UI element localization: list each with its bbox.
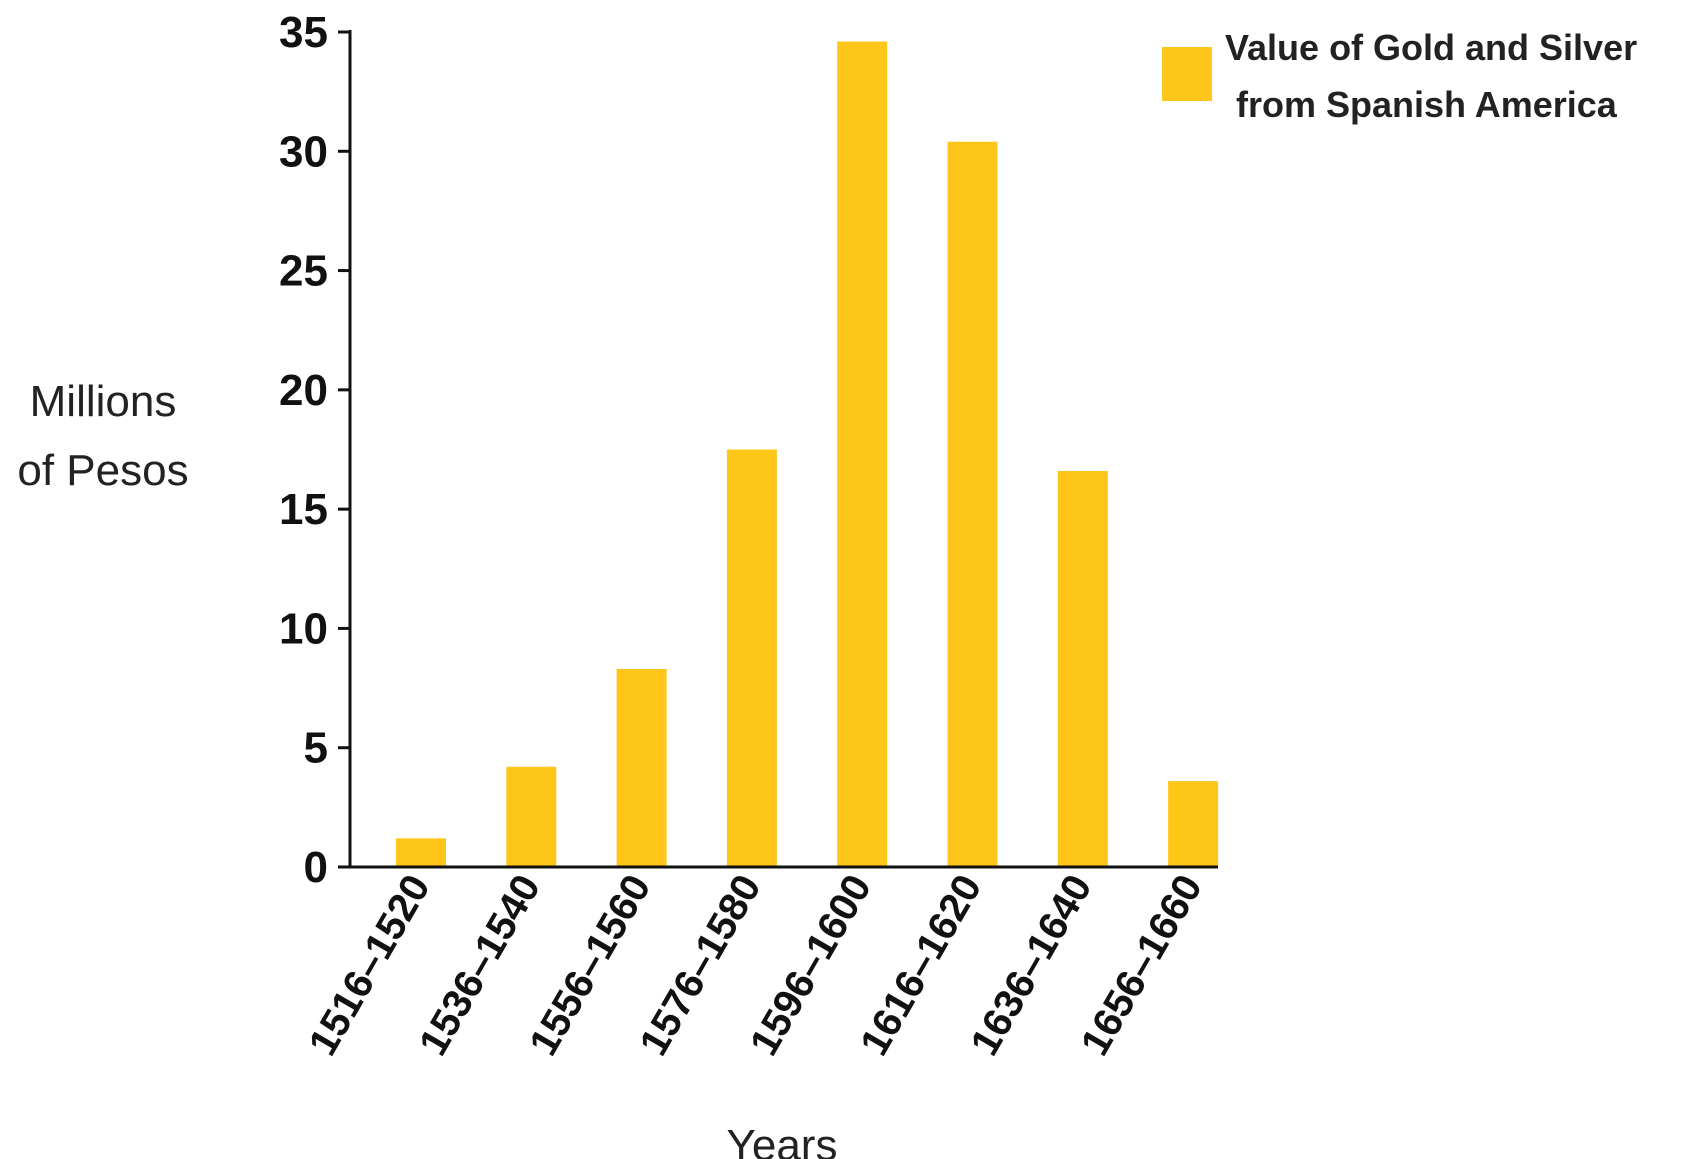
y-tick-label: 30: [279, 127, 328, 176]
y-axis-title-line-2: of Pesos: [17, 446, 188, 495]
legend-swatch: [1162, 47, 1212, 101]
bar: [1168, 781, 1219, 867]
bars-layer: [396, 41, 1219, 868]
legend: Value of Gold and Silver from Spanish Am…: [1162, 27, 1637, 125]
bar: [837, 41, 888, 868]
y-tick-label: 25: [279, 247, 328, 296]
y-axis-title-line-1: Millions: [30, 377, 177, 426]
bar: [947, 141, 998, 867]
legend-label-line-1: Value of Gold and Silver: [1225, 27, 1637, 68]
bar: [616, 668, 667, 867]
x-axis-title: Years: [727, 1121, 838, 1159]
bar: [726, 449, 777, 867]
y-tick-label: 0: [304, 843, 328, 892]
y-tick-label: 5: [304, 724, 328, 773]
y-tick-label: 20: [279, 366, 328, 415]
bar: [396, 838, 446, 867]
bar: [506, 766, 557, 867]
y-ticks-layer: 0 5 10 15 20 25 30 35: [279, 8, 350, 892]
x-tick-labels-layer: 1516–15201536–15401556–15601576–15801596…: [301, 867, 1211, 1062]
legend-label-line-2: from Spanish America: [1236, 84, 1618, 125]
y-tick-label: 35: [279, 8, 328, 57]
bar: [1057, 470, 1108, 867]
y-tick-label: 15: [279, 485, 328, 534]
axes-layer: [348, 30, 1218, 869]
y-tick-label: 10: [279, 604, 328, 653]
